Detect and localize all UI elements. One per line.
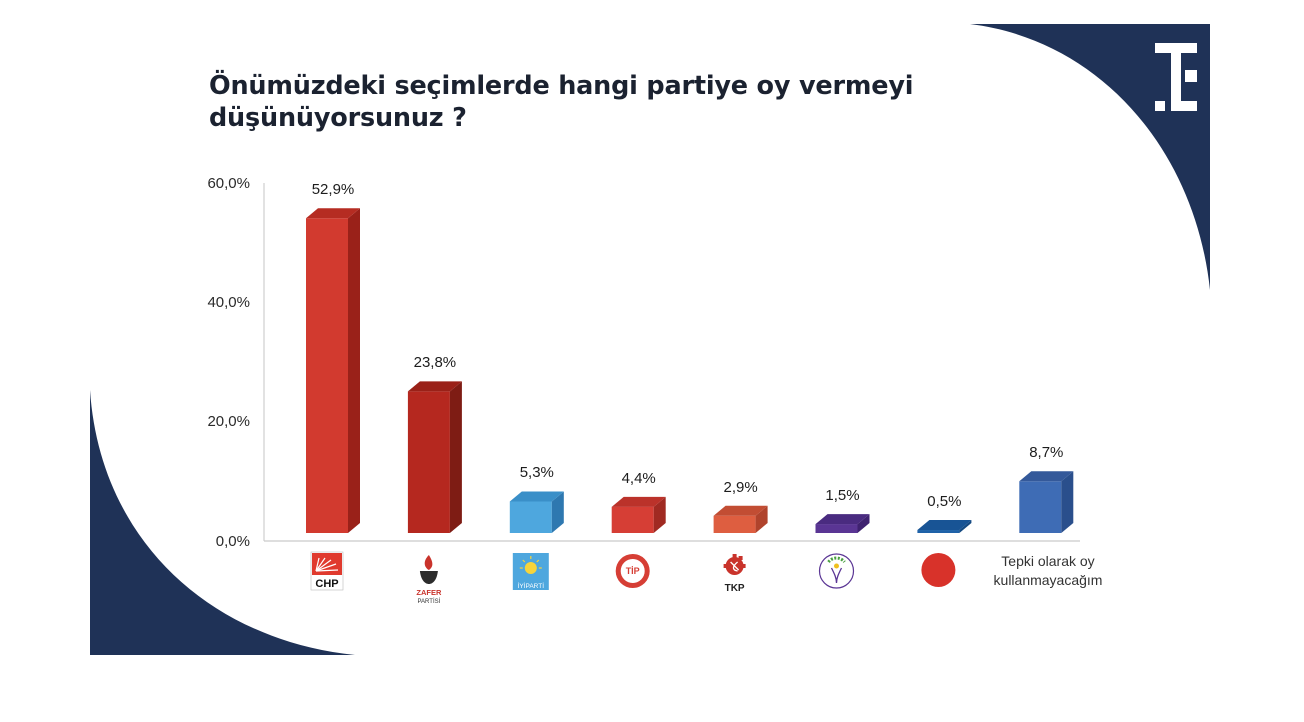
svg-text:TKP: TKP [725, 583, 745, 594]
value-label-8: 8,7% [1029, 444, 1064, 462]
y-tick-60: 60,0% [207, 175, 250, 192]
svg-text:TİP: TİP [626, 566, 640, 576]
bar-6 [815, 514, 870, 533]
chp-logo-icon: CHP [310, 551, 344, 591]
bars-group [306, 208, 1074, 533]
te-monogram-icon [1155, 43, 1197, 111]
y-tick-40: 40,0% [207, 294, 250, 311]
bar-4 [611, 496, 666, 533]
tip-logo-icon: TİP [615, 554, 650, 588]
value-label-3: 5,3% [519, 464, 554, 482]
mhp-logo-icon [921, 553, 956, 587]
y-tick-20: 20,0% [207, 413, 250, 430]
yesil-sol-parti-logo-icon [818, 553, 855, 589]
y-tick-0: 0,0% [215, 533, 250, 550]
value-label-5: 2,9% [723, 478, 758, 496]
svg-text:PARTİSİ: PARTİSİ [418, 598, 441, 605]
bar-7 [917, 520, 972, 533]
chart-title-line-1: Önümüzdeki seçimlerde hangi partiye oy v… [209, 71, 914, 101]
tkp-logo-icon: TKP [723, 554, 746, 594]
iyi-parti-logo-icon: İYİPARTİ [512, 553, 549, 590]
x-label-tepki-line-1: Tepki olarak oy [1001, 553, 1095, 569]
value-label-7: 0,5% [927, 493, 962, 511]
chart-title: Önümüzdeki seçimlerde hangi partiye oy v… [209, 70, 969, 134]
x-label-tepki-line-2: kullanmayacağım [993, 572, 1103, 588]
top-right-corner-shape [970, 24, 1210, 290]
value-label-6: 1,5% [825, 487, 860, 505]
bar-3 [509, 491, 564, 533]
bar-5 [713, 505, 768, 533]
x-axis-logos: CHP ZAFER PARTİSİ İYİPARTİ TİP TKP [310, 551, 956, 605]
bar-1 [306, 208, 360, 533]
value-label-4: 4,4% [621, 469, 656, 487]
svg-text:CHP: CHP [315, 578, 338, 590]
value-label-2: 23,8% [413, 354, 457, 372]
bottom-left-corner-shape [90, 390, 355, 655]
bar-8 [1019, 471, 1074, 533]
zafer-partisi-logo-icon: ZAFER PARTİSİ [416, 555, 442, 605]
bar-2 [407, 381, 462, 533]
x-label-tepki: Tepki olarak oy kullanmayacağım [978, 552, 1118, 590]
svg-text:ZAFER: ZAFER [416, 588, 442, 597]
value-label-1: 52,9% [311, 181, 355, 199]
chart-title-line-2: düşünüyorsunuz ? [209, 103, 467, 133]
svg-text:İYİPARTİ: İYİPARTİ [518, 581, 545, 590]
